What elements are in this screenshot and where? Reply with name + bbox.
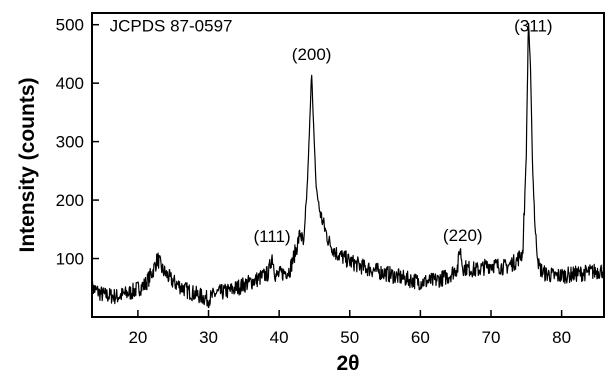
diffraction-pattern-line (91, 22, 605, 309)
x-tick-label: 60 (411, 328, 430, 347)
y-tick-label: 500 (56, 16, 84, 35)
peak-label: (111) (253, 227, 290, 246)
x-tick-label: 70 (482, 328, 501, 347)
annotations: JCPDS 87-0597 (111) (200) (220) (311) (110, 17, 553, 246)
y-tick-label: 200 (56, 191, 84, 210)
x-axis-title: 2θ (336, 352, 359, 375)
x-tick-label: 30 (199, 328, 218, 347)
reference-card-label: JCPDS 87-0597 (110, 17, 233, 36)
y-tick-label: 300 (56, 133, 84, 152)
plot-frame (91, 12, 605, 318)
x-axis: 20 30 40 50 60 70 80 (128, 310, 571, 347)
y-tick-label: 100 (56, 250, 84, 269)
x-tick-label: 50 (340, 328, 359, 347)
y-axis: 100 200 300 400 500 (56, 16, 99, 269)
x-tick-label: 40 (270, 328, 289, 347)
x-tick-label: 80 (552, 328, 571, 347)
peak-label: (200) (292, 45, 332, 64)
y-tick-label: 400 (56, 74, 84, 93)
peak-label: (220) (443, 226, 483, 245)
y-axis-title: Intensity (counts) (16, 77, 39, 252)
peak-label: (311) (514, 17, 552, 36)
x-tick-label: 20 (128, 328, 147, 347)
